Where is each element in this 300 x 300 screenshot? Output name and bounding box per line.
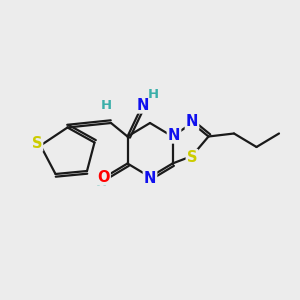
Text: N: N	[168, 128, 180, 142]
Text: H: H	[101, 99, 112, 112]
Text: S: S	[32, 136, 42, 151]
Text: N: N	[136, 98, 149, 112]
Text: O: O	[97, 169, 110, 184]
Text: H: H	[95, 176, 106, 188]
Text: N: N	[186, 114, 198, 129]
Text: S: S	[187, 150, 197, 165]
Text: H: H	[147, 88, 159, 101]
Text: N: N	[144, 171, 156, 186]
